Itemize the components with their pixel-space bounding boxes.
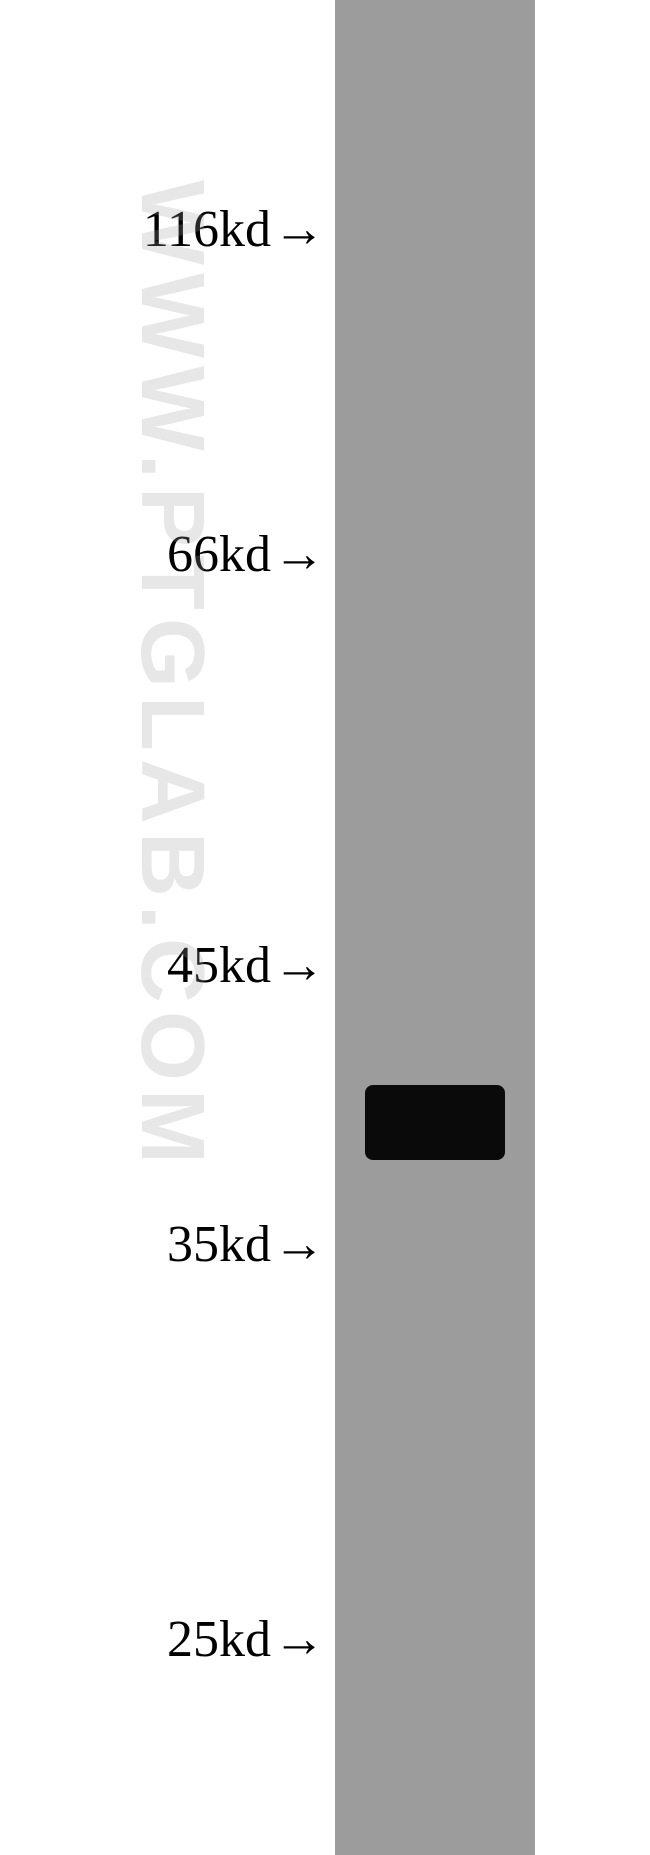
arrow-icon: →: [273, 525, 325, 584]
arrow-icon: →: [273, 936, 325, 995]
marker-116kd: 116kd →: [143, 200, 325, 259]
marker-text: 116kd: [143, 200, 271, 259]
arrow-icon: →: [273, 200, 325, 259]
marker-text: 35kd: [167, 1215, 271, 1274]
blot-container: 116kd → 66kd → 45kd → 35kd → 25kd → WWW.…: [0, 0, 650, 1855]
marker-text: 25kd: [167, 1610, 271, 1669]
marker-text: 66kd: [167, 525, 271, 584]
marker-labels-area: 116kd → 66kd → 45kd → 35kd → 25kd →: [0, 0, 335, 1855]
protein-band: [365, 1085, 505, 1160]
marker-25kd: 25kd →: [167, 1610, 325, 1669]
marker-66kd: 66kd →: [167, 525, 325, 584]
marker-35kd: 35kd →: [167, 1215, 325, 1274]
arrow-icon: →: [273, 1610, 325, 1669]
blot-lane: [335, 0, 535, 1855]
marker-text: 45kd: [167, 936, 271, 995]
marker-45kd: 45kd →: [167, 936, 325, 995]
arrow-icon: →: [273, 1215, 325, 1274]
